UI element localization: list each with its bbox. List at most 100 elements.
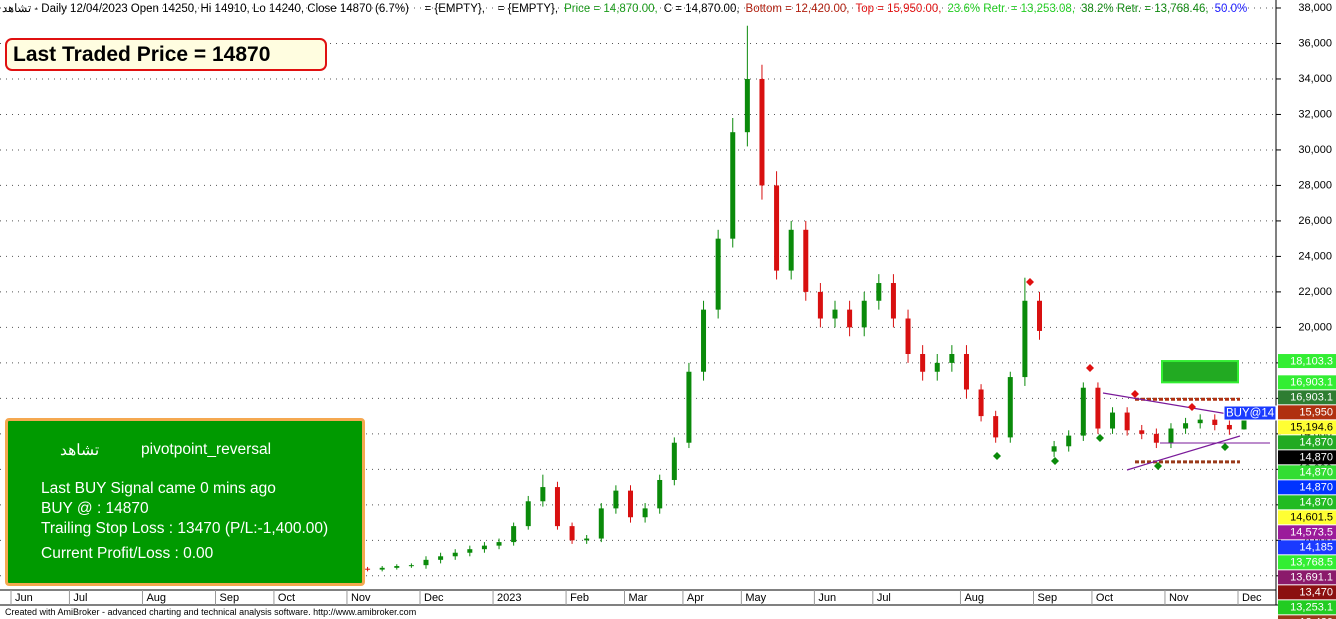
candle-body [1139, 430, 1145, 434]
y-tick-label: 24,000 [1298, 250, 1332, 262]
candle-body [1241, 418, 1247, 430]
y-tick-label: 20,000 [1298, 321, 1332, 333]
x-tick-label: Feb [570, 592, 589, 604]
info-line: Trailing Stop Loss : 13470 (P/L:-1,400.0… [41, 520, 329, 537]
symbol: تشاهد [60, 442, 100, 459]
candle-body [569, 526, 575, 541]
header-text: 23.6% Retr. = 13,253.08, [947, 3, 1076, 15]
price-marker-label: 18,103.3 [1290, 355, 1333, 367]
y-tick-label: 22,000 [1298, 286, 1332, 298]
price-marker-box [1278, 570, 1336, 585]
candle-body [701, 309, 707, 372]
candle-body [642, 508, 648, 518]
price-marker-box [1278, 405, 1336, 420]
price-marker-label: 14,870 [1299, 452, 1333, 464]
x-tick-label: 2023 [497, 592, 521, 604]
price-marker-box [1278, 354, 1336, 369]
candle-body [788, 229, 794, 271]
candle-body [1197, 419, 1203, 424]
candle-body [744, 78, 750, 133]
x-tick-label: Oct [1096, 592, 1113, 604]
price-marker-box [1278, 615, 1336, 619]
price-marker-label: 16,903.1 [1290, 392, 1333, 404]
candle-body [423, 559, 429, 566]
y-tick-label: 32,000 [1298, 108, 1332, 120]
candle-body [993, 416, 999, 438]
price-marker-box [1278, 390, 1336, 405]
buy-marker [1096, 434, 1104, 442]
price-marker-label: 13,253.1 [1290, 602, 1333, 614]
candle-body [847, 309, 853, 328]
price-marker-box [1278, 480, 1336, 495]
info-line: Current Profit/Loss : 0.00 [41, 545, 214, 562]
info-box: تشاهد pivotpoint_reversal Last BUY Signa… [5, 418, 365, 586]
signal-label: BUY@14 [1226, 408, 1275, 420]
candle-body [1168, 428, 1174, 443]
candle-body [1022, 300, 1028, 378]
price-marker-label: 14,573.5 [1290, 527, 1333, 539]
price-marker-box [1278, 510, 1336, 525]
price-marker-label: 12,420 [1299, 617, 1333, 619]
price-marker-label: 14,870 [1299, 467, 1333, 479]
candle-body [438, 556, 444, 560]
price-marker-label: 15,194.6 [1290, 422, 1333, 434]
x-tick-label: Jun [15, 592, 33, 604]
price-marker-label: 14,185 [1299, 542, 1333, 554]
candle-body [394, 566, 400, 568]
x-tick-label: Sep [1038, 592, 1058, 604]
candle-body [890, 283, 896, 319]
candle-body [1183, 423, 1189, 429]
candle-body [511, 526, 517, 543]
price-marker-label: 14,870 [1299, 482, 1333, 494]
overlay [0, 7, 1276, 577]
price-marker-label: 13,470 [1299, 587, 1333, 599]
header-text: تشاهد - Daily 12/04/2023 Open 14250, Hi … [2, 3, 409, 15]
candle-body [730, 132, 736, 239]
y-tick-label: 30,000 [1298, 144, 1332, 156]
pattern-lines [993, 278, 1270, 471]
target-zone [1161, 360, 1239, 384]
candle-body [584, 538, 590, 541]
x-tick-label: Nov [1169, 592, 1189, 604]
price-marker-box [1278, 435, 1336, 450]
header-text: 50.0% [1214, 3, 1248, 15]
price-marker-box [1278, 540, 1336, 555]
candle-body [1007, 377, 1013, 438]
candle-body [671, 442, 677, 480]
candle-body [1095, 387, 1101, 429]
buy-marker [1221, 443, 1229, 451]
candle-body [628, 490, 633, 518]
candle-body [657, 479, 663, 509]
candle-body [1037, 300, 1042, 331]
x-tick-label: Aug [146, 592, 166, 604]
candle-body [686, 371, 692, 443]
candle-body [949, 354, 955, 363]
y-axis: 6,0008,00010,00012,00014,00016,00018,000… [10, 2, 1336, 619]
price-marker-label: 14,601.5 [1290, 512, 1333, 524]
header-text: C = 14,870.00, [663, 3, 740, 15]
x-tick-label: Jul [73, 592, 87, 604]
x-tick-label: Dec [1242, 592, 1262, 604]
buy-marker [1051, 457, 1059, 465]
price-marker-box [1278, 375, 1336, 390]
candle-body [1051, 446, 1057, 452]
candle-body [876, 283, 882, 301]
price-marker-box [1278, 585, 1336, 600]
info-line: BUY @ : 14870 [41, 500, 149, 517]
price-marker-box [1278, 465, 1336, 480]
candle-body [817, 291, 823, 319]
header-text: Top = 15,950.00, [855, 3, 942, 15]
x-tick-label: Mar [629, 592, 648, 604]
price-marker-box [1278, 555, 1336, 570]
sell-marker [1086, 364, 1094, 372]
candle-body [1212, 419, 1218, 425]
candle-body [1153, 433, 1159, 443]
header-text: 38.2% Retr. = 13,768.46, [1081, 3, 1209, 15]
x-tick-label: Apr [687, 592, 704, 604]
candle-body [467, 549, 473, 553]
x-tick-label: Jul [877, 592, 891, 604]
trend-line [1102, 392, 1241, 417]
buy-marker [1154, 462, 1162, 470]
header-text: Bottom = 12,420.00, [745, 3, 850, 15]
